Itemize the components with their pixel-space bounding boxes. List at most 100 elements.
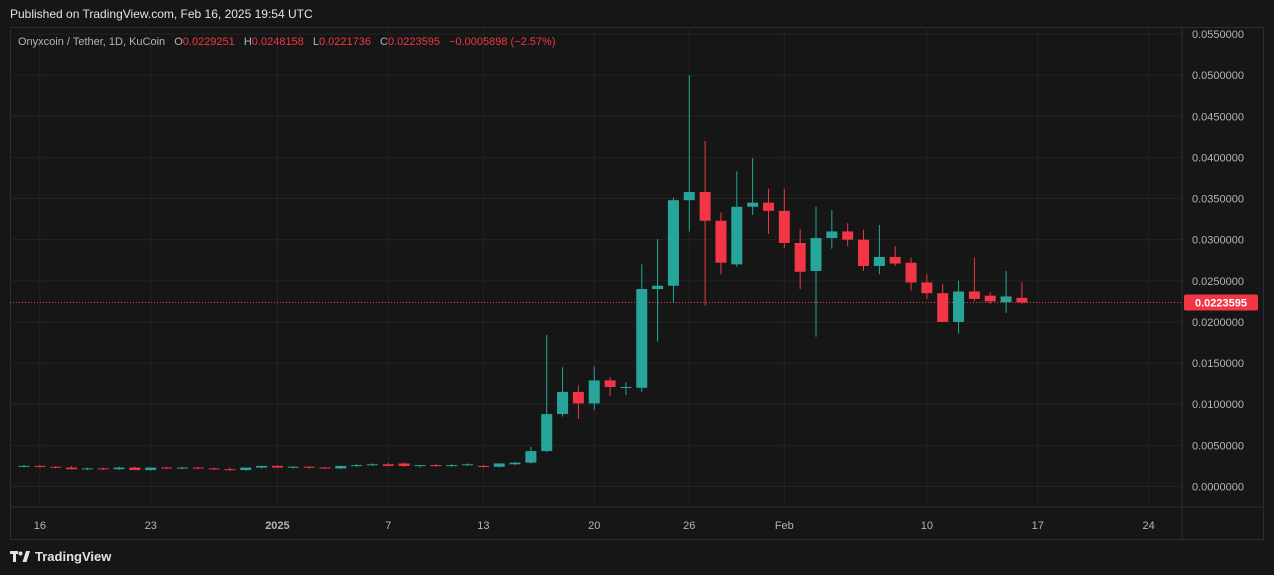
brand-name: TradingView xyxy=(35,549,112,564)
candle-down xyxy=(161,467,173,469)
x-tick-label: 23 xyxy=(145,520,157,532)
candle-up xyxy=(731,206,743,265)
candle-down xyxy=(572,391,584,404)
x-tick-label: 13 xyxy=(477,520,489,532)
x-tick-label: 24 xyxy=(1143,520,1155,532)
candle-up xyxy=(145,467,157,471)
candle-down xyxy=(858,239,870,267)
candle-down xyxy=(398,463,410,466)
candle-down xyxy=(889,256,901,264)
candle-up xyxy=(493,463,505,467)
x-tick-label: Feb xyxy=(775,520,794,532)
low-key: L xyxy=(312,36,319,48)
candle-down xyxy=(430,465,442,467)
y-tick-label: 0.0200000 xyxy=(1192,317,1244,329)
candle-down xyxy=(778,210,790,243)
candle-up xyxy=(18,465,30,467)
y-tick-label: 0.0300000 xyxy=(1192,235,1244,247)
ohlc-legend: Onyxcoin / Tether, 1D, KuCoin O0.0229251… xyxy=(18,36,555,48)
open-value: 0.0229251 xyxy=(182,36,235,48)
candle-down xyxy=(34,465,46,467)
y-tick-label: 0.0350000 xyxy=(1192,194,1244,206)
x-tick-label: 26 xyxy=(683,520,695,532)
candle-down xyxy=(905,262,917,283)
y-tick-label: 0.0000000 xyxy=(1192,482,1244,494)
low-value: 0.0221736 xyxy=(318,36,371,48)
x-tick-label: 17 xyxy=(1032,520,1044,532)
candle-down xyxy=(97,468,109,470)
y-tick-label: 0.0500000 xyxy=(1192,70,1244,82)
candle-up xyxy=(588,380,600,404)
candle-down xyxy=(842,231,854,240)
candle-down xyxy=(715,220,727,263)
candle-up xyxy=(414,465,426,467)
candle-down xyxy=(208,468,220,470)
tradingview-logo-icon xyxy=(10,550,30,562)
candle-up xyxy=(652,285,664,290)
candle-down xyxy=(271,465,283,468)
candle-down xyxy=(984,295,996,302)
candle-down xyxy=(224,469,236,471)
candle-down xyxy=(604,380,616,387)
chart-frame[interactable] xyxy=(10,27,1264,540)
x-tick-label: 10 xyxy=(921,520,933,532)
candle-down xyxy=(762,202,774,211)
candle-down xyxy=(382,464,394,466)
candle-up xyxy=(873,256,885,267)
y-tick-label: 0.0250000 xyxy=(1192,276,1244,288)
candle-up xyxy=(176,467,188,469)
candle-up xyxy=(509,462,521,465)
candle-down xyxy=(129,467,141,471)
candle-up xyxy=(335,465,347,469)
candle-up xyxy=(240,467,252,471)
symbol-label[interactable]: Onyxcoin / Tether, 1D, KuCoin xyxy=(18,36,166,48)
candle-down xyxy=(477,465,489,467)
change-value: −0.0005898 (−2.57%) xyxy=(449,36,556,48)
candle-up xyxy=(366,464,378,466)
candle-down xyxy=(1016,297,1028,303)
y-tick-label: 0.0400000 xyxy=(1192,152,1244,164)
price-chart[interactable]: 0.0550000 0.0500000 0.0450000 0.0400000 0.03… xyxy=(10,27,1264,540)
y-tick-label: 0.0450000 xyxy=(1192,111,1244,123)
candle-up xyxy=(256,465,268,468)
last-price-label: 0.0223595 xyxy=(1195,298,1247,310)
candle-up xyxy=(826,231,838,239)
candle-up xyxy=(620,386,632,388)
top-bar: Published on TradingView.com, Feb 16, 20… xyxy=(0,0,1274,28)
candle-up xyxy=(1000,296,1012,303)
candle-down xyxy=(968,291,980,299)
y-tick-label: 0.0150000 xyxy=(1192,358,1244,370)
candle-up xyxy=(810,238,822,271)
candle-up xyxy=(287,466,299,468)
candle-up xyxy=(446,465,458,467)
close-key: C xyxy=(380,36,388,48)
candle-up xyxy=(81,468,93,470)
candle-down xyxy=(192,467,204,469)
x-tick-label: 20 xyxy=(588,520,600,532)
candle-down xyxy=(303,466,315,468)
candle-up xyxy=(953,291,965,322)
published-text: Published on TradingView.com, Feb 16, 20… xyxy=(10,7,313,21)
candle-down xyxy=(699,191,711,221)
candle-up xyxy=(557,391,569,415)
y-tick-label: 0.0550000 xyxy=(1192,29,1244,41)
footer-brand[interactable]: TradingView xyxy=(10,549,111,564)
candle-down xyxy=(319,467,331,469)
candle-up xyxy=(462,464,474,466)
candle-up xyxy=(683,191,695,201)
candle-down xyxy=(921,282,933,294)
x-tick-label: 16 xyxy=(34,520,46,532)
candle-down xyxy=(66,467,78,470)
open-key: O xyxy=(174,36,183,48)
candle-down xyxy=(937,293,949,322)
candle-up xyxy=(113,467,125,470)
candle-up xyxy=(747,202,759,207)
last-price-tag xyxy=(1184,294,1258,311)
candle-up xyxy=(525,451,537,463)
candle-up xyxy=(541,414,553,452)
candle-up xyxy=(667,200,679,286)
candle-up xyxy=(351,465,363,467)
y-tick-label: 0.0050000 xyxy=(1192,440,1244,452)
x-tick-label: 2025 xyxy=(265,520,289,532)
close-value: 0.0223595 xyxy=(388,36,440,48)
